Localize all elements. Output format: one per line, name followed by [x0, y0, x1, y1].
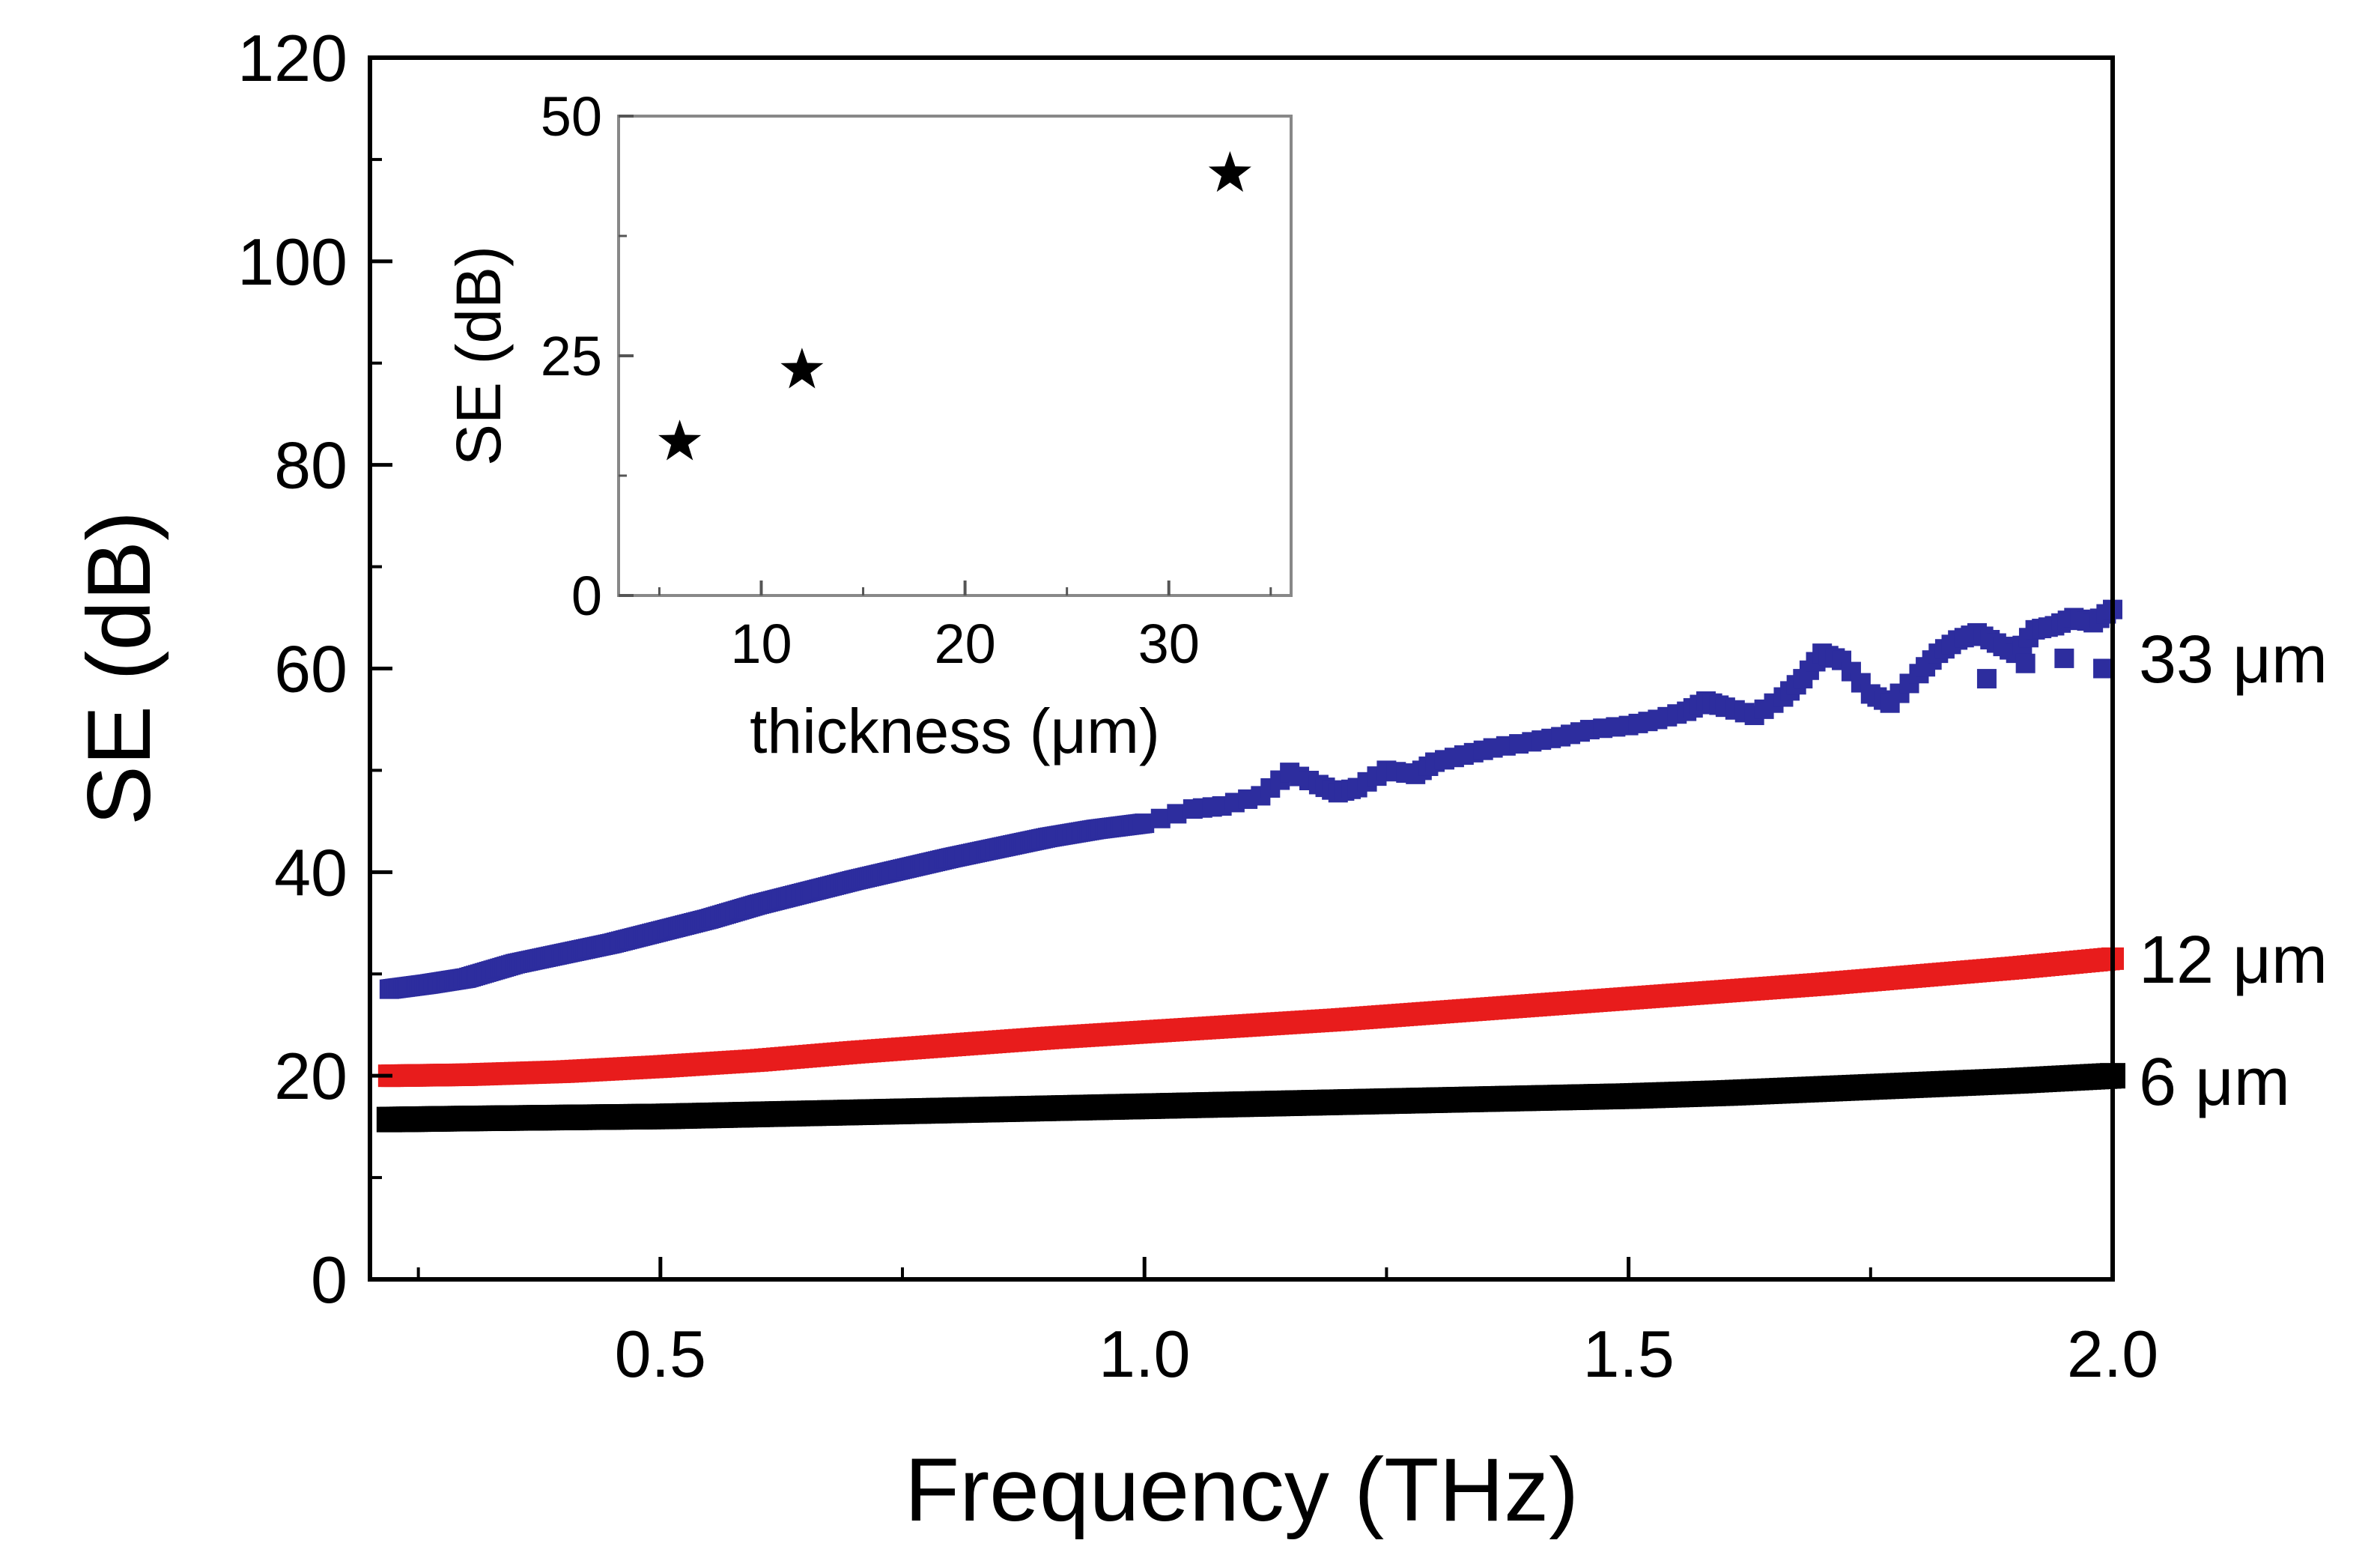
inset-y-tick-labels: 0 25 50 — [541, 85, 602, 627]
series-label-12-m: 12 μm — [2139, 923, 2328, 998]
main-y-axis-title: SE (dB) — [69, 511, 169, 825]
inset-series-group — [658, 151, 1251, 461]
inset-data-point — [658, 419, 702, 461]
inset-plot: 10 20 30 0 25 50 thickness (μm) SE (dB) — [443, 85, 1293, 766]
inset-x-tick-label: 20 — [934, 613, 995, 675]
main-x-tick-labels: 0.5 1.0 1.5 2.0 — [615, 1317, 2159, 1391]
inset-y-tick-label: 0 — [571, 565, 602, 627]
data-point — [1976, 669, 1997, 689]
y-tick-label: 120 — [237, 21, 347, 95]
inset-data-point — [1208, 151, 1251, 193]
inset-background — [619, 116, 1291, 595]
series-6-m — [376, 1063, 2125, 1133]
x-tick-label: 1.0 — [1099, 1317, 1190, 1391]
inset-y-tick-label: 25 — [541, 325, 602, 387]
y-tick-label: 40 — [274, 835, 347, 909]
series-label-6-m: 6 μm — [2139, 1045, 2290, 1120]
inset-y-axis-title: SE (dB) — [443, 246, 514, 466]
x-tick-label: 2.0 — [2067, 1317, 2158, 1391]
y-tick-label: 80 — [274, 428, 347, 503]
main-y-tick-labels: 0 20 40 60 80 100 120 — [237, 21, 347, 1317]
y-tick-label: 20 — [274, 1039, 347, 1113]
y-tick-label: 60 — [274, 632, 347, 706]
x-tick-label: 0.5 — [615, 1317, 706, 1391]
series-label-33-m: 33 μm — [2139, 622, 2328, 697]
x-tick-label: 1.5 — [1582, 1317, 1674, 1391]
data-point — [2015, 653, 2036, 673]
main-x-axis-title: Frequency (THz) — [905, 1440, 1579, 1540]
series-12-m — [377, 947, 2124, 1088]
inset-x-tick-label: 30 — [1138, 613, 1200, 675]
inset-data-point — [780, 348, 824, 389]
inset-x-axis-title: thickness (μm) — [750, 696, 1160, 766]
main-series-group — [376, 599, 2125, 1133]
data-point — [2093, 658, 2113, 679]
inset-ticks — [619, 115, 1272, 597]
main-ticks — [370, 55, 2115, 1282]
y-tick-label: 100 — [237, 225, 347, 299]
inset-x-tick-labels: 10 20 30 — [730, 613, 1200, 675]
inset-y-tick-label: 50 — [541, 85, 602, 148]
data-point — [2054, 648, 2074, 668]
inset-x-tick-label: 10 — [730, 613, 792, 675]
y-tick-label: 0 — [311, 1243, 347, 1317]
series-33-m — [379, 599, 2122, 999]
main-series-labels: 6 μm 12 μm 33 μm — [2139, 622, 2328, 1120]
